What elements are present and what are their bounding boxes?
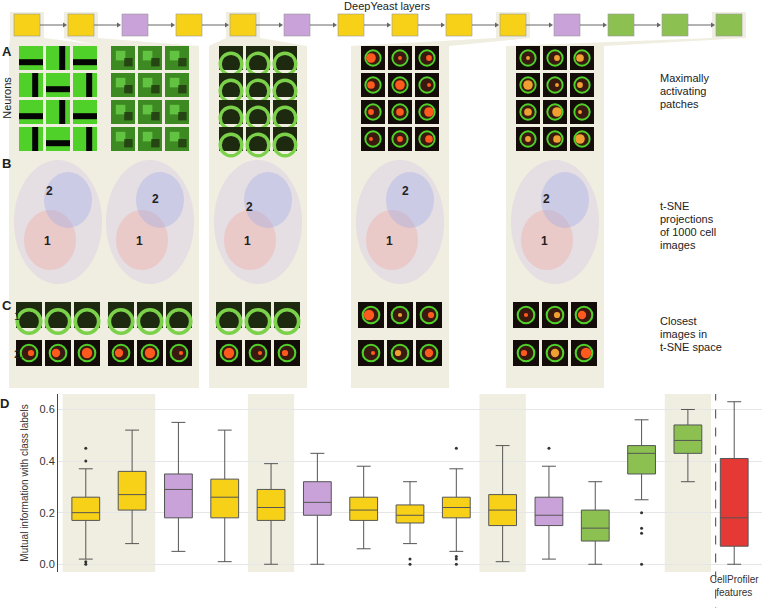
svg-text:0.4: 0.4 xyxy=(40,455,55,467)
svg-text:2: 2 xyxy=(46,184,53,198)
svg-text:B: B xyxy=(2,156,11,171)
svg-text:0.0: 0.0 xyxy=(40,558,55,570)
svg-text:2: 2 xyxy=(152,192,159,206)
svg-text:1: 1 xyxy=(244,234,251,248)
svg-text:1.: 1. xyxy=(14,310,23,322)
svg-text:D: D xyxy=(0,396,9,411)
svg-text:1: 1 xyxy=(386,234,393,248)
svg-text:Maximallyactivatingpatches: Maximallyactivatingpatches xyxy=(660,72,709,110)
svg-text:2.: 2. xyxy=(14,348,23,360)
svg-text:2: 2 xyxy=(246,200,253,214)
svg-text:A: A xyxy=(2,44,12,59)
svg-text:0.2: 0.2 xyxy=(40,507,55,519)
svg-text:t-SNEprojectionsof 1000 cellim: t-SNEprojectionsof 1000 cellimages xyxy=(660,200,716,251)
svg-text:0.6: 0.6 xyxy=(40,403,55,415)
svg-text:CellProfilerfeatures: CellProfilerfeatures xyxy=(710,574,760,598)
svg-text:1: 1 xyxy=(136,234,143,248)
svg-text:Neurons: Neurons xyxy=(1,77,13,119)
svg-text:2: 2 xyxy=(402,184,409,198)
svg-text:Mutual information with class: Mutual information with class labels xyxy=(19,404,30,561)
svg-text:DeepYeast layers: DeepYeast layers xyxy=(344,0,430,12)
svg-text:2: 2 xyxy=(543,192,550,206)
svg-text:Closestimages int-SNE space: Closestimages int-SNE space xyxy=(660,315,722,353)
svg-text:1: 1 xyxy=(541,234,548,248)
svg-text:1: 1 xyxy=(44,234,51,248)
svg-text:C: C xyxy=(2,298,12,313)
